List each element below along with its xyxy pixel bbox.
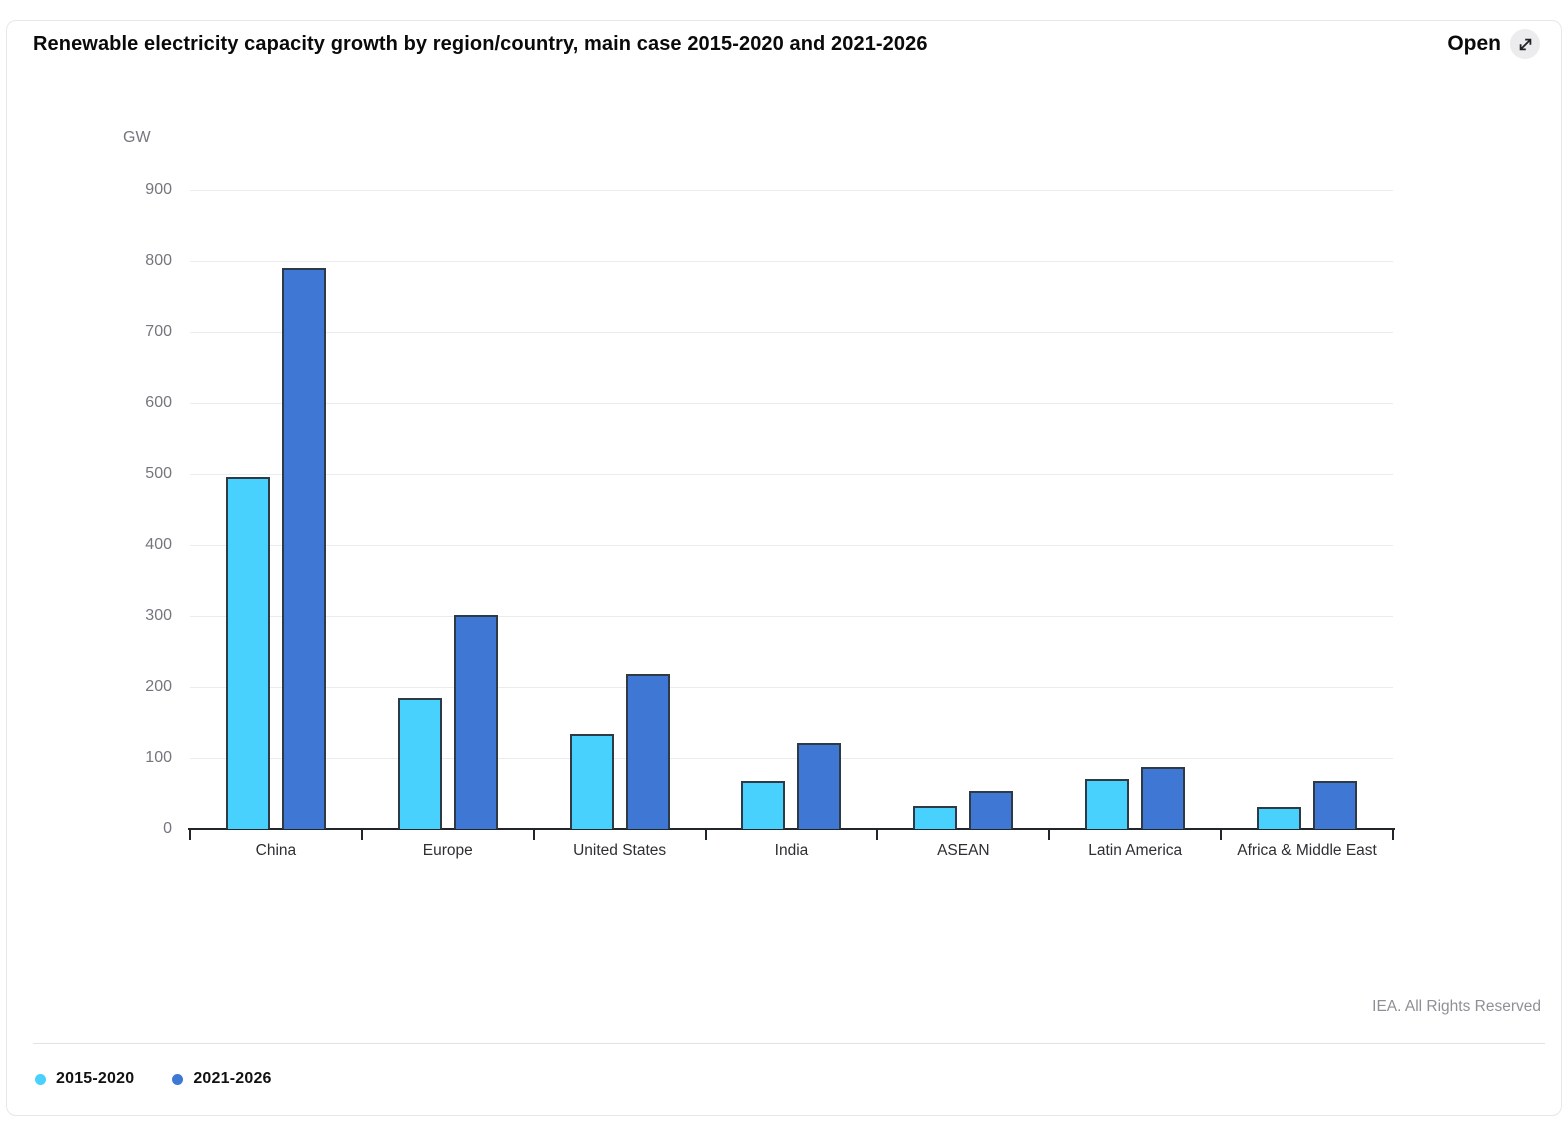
chart-legend: 2015-2020 2021-2026 [35, 1070, 272, 1088]
y-axis-tick-label: 300 [145, 607, 172, 624]
gridline [190, 758, 1393, 759]
copyright-text: IEA. All Rights Reserved [1372, 998, 1541, 1015]
gridline [190, 687, 1393, 688]
bar-2015-2020[interactable] [397, 698, 442, 829]
gridline [190, 616, 1393, 617]
bar-2015-2020[interactable] [913, 806, 958, 829]
bar-group [190, 190, 362, 829]
y-axis-tick-label: 0 [163, 820, 172, 837]
x-axis-tick [189, 828, 191, 840]
x-axis-tick [876, 828, 879, 840]
bar-2015-2020[interactable] [225, 477, 270, 829]
legend-item-2015-2020[interactable]: 2015-2020 [35, 1070, 134, 1088]
x-axis-tick [360, 828, 363, 840]
gridline [190, 332, 1393, 333]
open-button-label: Open [1447, 32, 1501, 55]
bar-group [534, 190, 706, 829]
legend-divider [33, 1043, 1545, 1044]
category-label: China [255, 842, 297, 859]
category-label: ASEAN [937, 842, 990, 859]
expand-arrow-icon [1510, 29, 1540, 59]
y-axis-tick-label: 600 [145, 394, 172, 411]
bar-2015-2020[interactable] [1257, 807, 1302, 829]
legend-label: 2015-2020 [56, 1070, 135, 1087]
bar-2021-2026[interactable] [1313, 781, 1358, 829]
chart-title: Renewable electricity capacity growth by… [33, 33, 928, 55]
x-axis-tick [1048, 828, 1051, 840]
y-axis-unit-label: GW [123, 129, 151, 146]
bar-group [877, 190, 1049, 829]
y-axis-tick-label: 700 [145, 323, 172, 340]
x-axis-tick [1220, 828, 1223, 840]
x-axis-tick [1392, 828, 1394, 840]
gridline [190, 545, 1393, 546]
x-axis-tick [704, 828, 707, 840]
bar-group [362, 190, 534, 829]
gridline [190, 403, 1393, 404]
gridline [190, 190, 1393, 191]
x-axis-line [188, 828, 1395, 830]
bar-2021-2026[interactable] [281, 268, 326, 829]
category-label: Africa & Middle East [1237, 842, 1377, 859]
bar-2015-2020[interactable] [1085, 779, 1130, 829]
bar-2021-2026[interactable] [969, 791, 1014, 829]
gridline [190, 261, 1393, 262]
bar-2015-2020[interactable] [569, 734, 614, 829]
legend-item-2021-2026[interactable]: 2021-2026 [172, 1070, 271, 1088]
y-axis-tick-label: 100 [145, 749, 172, 766]
bar-group [1221, 190, 1393, 829]
category-label: Latin America [1088, 842, 1183, 859]
y-axis-tick-label: 200 [145, 678, 172, 695]
y-axis-tick-label: 500 [145, 465, 172, 482]
gridline [190, 474, 1393, 475]
bar-2015-2020[interactable] [741, 781, 786, 829]
bar-2021-2026[interactable] [453, 615, 498, 829]
legend-swatch-icon [35, 1073, 46, 1085]
bar-2021-2026[interactable] [625, 674, 670, 829]
category-label: United States [573, 842, 667, 859]
bar-group [1049, 190, 1221, 829]
legend-label: 2021-2026 [193, 1070, 272, 1087]
bar-2021-2026[interactable] [1141, 767, 1186, 829]
open-button[interactable]: Open [1447, 29, 1540, 59]
x-axis-tick [532, 828, 535, 840]
y-axis-tick-label: 800 [145, 252, 172, 269]
y-axis-tick-label: 900 [145, 181, 172, 198]
category-label: Europe [422, 842, 473, 859]
category-label: India [774, 842, 809, 859]
legend-swatch-icon [172, 1073, 184, 1085]
bar-2021-2026[interactable] [797, 743, 842, 829]
bar-group [706, 190, 878, 829]
y-axis-tick-label: 400 [145, 536, 172, 553]
